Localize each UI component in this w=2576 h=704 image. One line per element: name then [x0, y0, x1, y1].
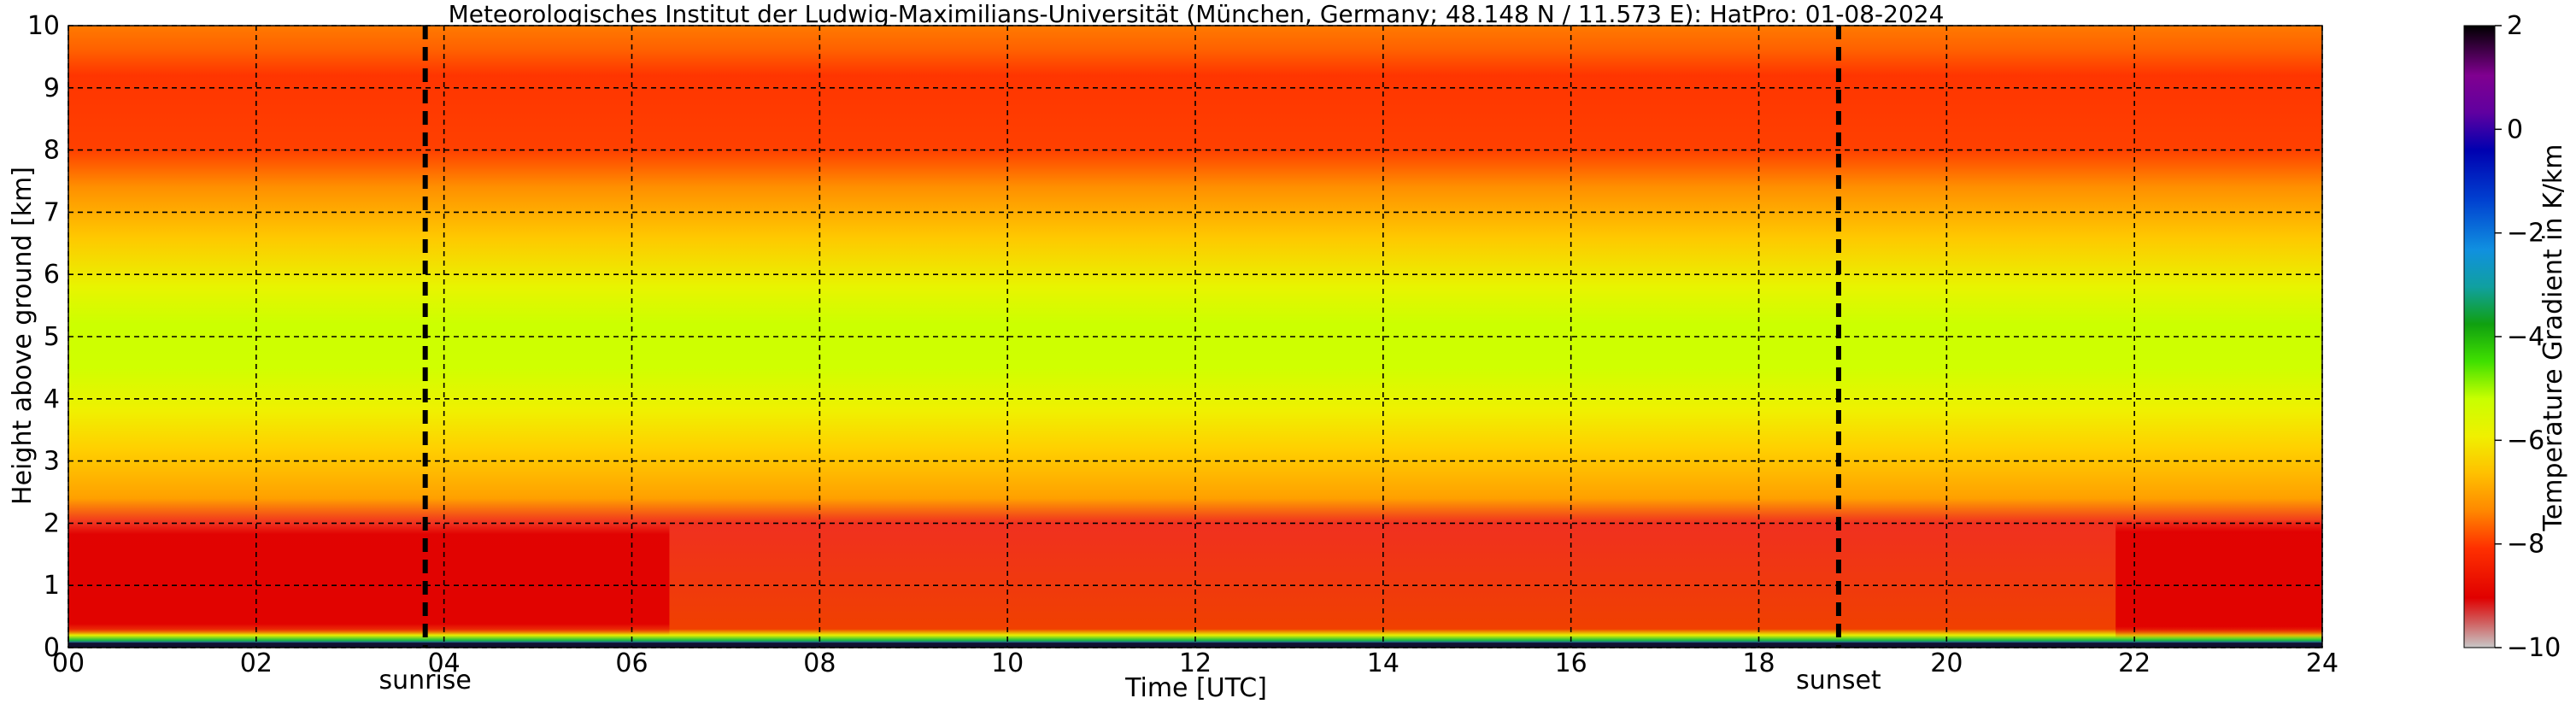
x-tick-label: 22 — [2118, 648, 2151, 678]
colorbar-tick-label: −6 — [2507, 425, 2544, 455]
y-tick-label: 0 — [44, 633, 60, 663]
sun-event-labels: sunrise sunset — [378, 666, 1881, 695]
event-label-sunrise: sunrise — [378, 666, 471, 695]
y-tick-label: 9 — [44, 73, 60, 103]
colorbar-tick-label: −4 — [2507, 322, 2544, 352]
x-tick-label: 14 — [1367, 648, 1399, 678]
plot-area — [67, 25, 2323, 648]
colorbar-tick-label: −10 — [2507, 633, 2561, 663]
colorbar-ticks: 2 0 −2 −4 −6 −8 −10 — [2495, 11, 2561, 663]
colorbar-label: Temperature Gradient in K/km — [2538, 144, 2568, 532]
x-tick-label: 16 — [1555, 648, 1587, 678]
y-tick-label: 4 — [44, 384, 60, 414]
y-tick-label: 8 — [44, 136, 60, 166]
surface-layer-band — [68, 642, 2322, 648]
y-axis-ticks: 0 1 2 3 4 5 6 7 8 9 10 — [27, 11, 60, 663]
event-label-sunset: sunset — [1796, 666, 1881, 695]
x-tick-label: 06 — [615, 648, 648, 678]
x-tick-label: 08 — [803, 648, 836, 678]
x-tick-label: 18 — [1742, 648, 1775, 678]
grid-lines — [67, 25, 2323, 648]
colorbar: 2 0 −2 −4 −6 −8 −10 — [2463, 11, 2561, 663]
colorbar-tick-label: −2 — [2507, 219, 2544, 249]
y-tick-label: 6 — [44, 260, 60, 290]
x-tick-label: 00 — [52, 648, 85, 678]
nighttime-boundary-layer-left — [68, 523, 670, 636]
x-tick-label: 02 — [240, 648, 273, 678]
y-tick-label: 1 — [44, 571, 60, 601]
colorbar-tick-label: −8 — [2507, 530, 2544, 560]
x-tick-label: 12 — [1179, 648, 1212, 678]
chart-title: Meteorologisches Institut der Ludwig-Max… — [449, 0, 1945, 28]
y-tick-label: 7 — [44, 197, 60, 227]
plot-frame — [67, 25, 2323, 648]
x-tick-label: 10 — [991, 648, 1024, 678]
y-tick-label: 3 — [44, 447, 60, 477]
y-tick-label: 10 — [27, 11, 60, 41]
colorbar-tick-label: 2 — [2507, 11, 2523, 41]
y-axis-label: Height above ground [km] — [8, 167, 38, 505]
x-tick-label: 04 — [428, 648, 461, 678]
x-axis-label: Time [UTC] — [1124, 673, 1267, 703]
sun-event-lines — [422, 26, 1841, 648]
x-tick-label: 24 — [2306, 648, 2338, 678]
nighttime-boundary-layer-right — [2115, 519, 2322, 639]
colorbar-gradient — [2463, 25, 2496, 648]
y-tick-label: 5 — [44, 322, 60, 352]
y-tick-label: 2 — [44, 508, 60, 538]
x-tick-label: 20 — [1930, 648, 1963, 678]
colorbar-tick-label: 0 — [2507, 114, 2523, 144]
x-axis-ticks: 00 02 04 06 08 10 12 14 16 18 20 22 24 — [52, 648, 2338, 678]
